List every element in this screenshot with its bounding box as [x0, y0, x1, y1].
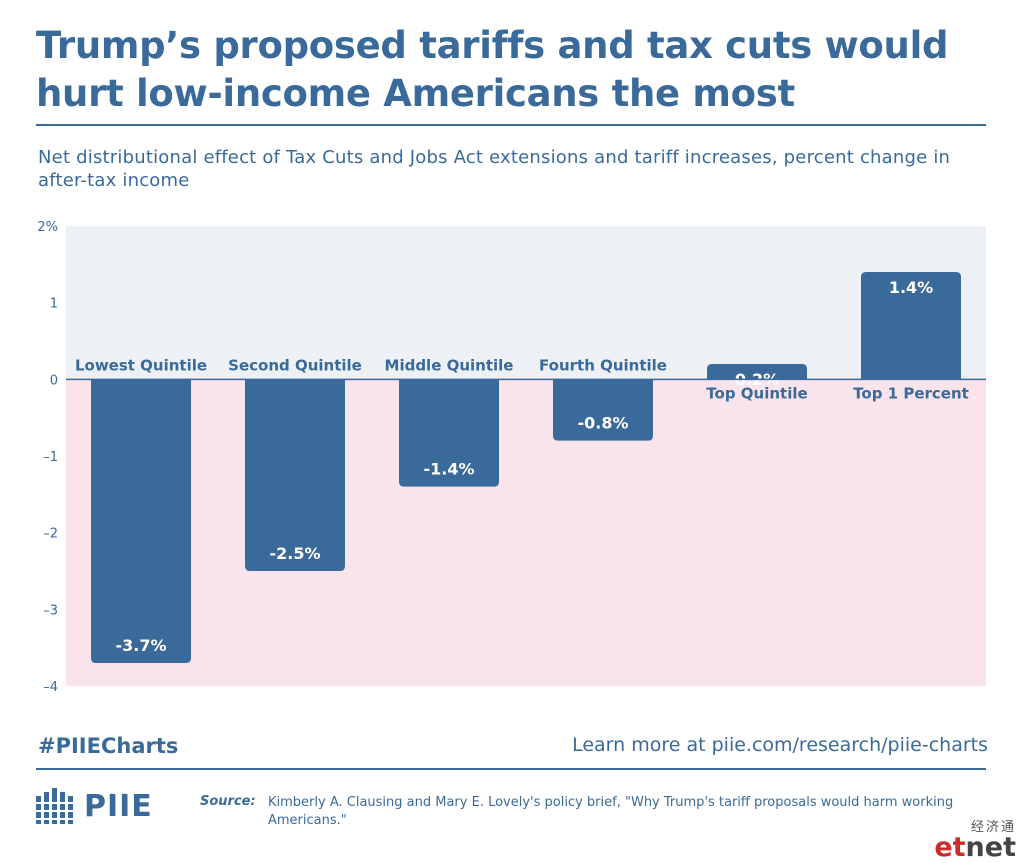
bar: [553, 379, 653, 441]
watermark-chinese: 经济通: [970, 820, 1016, 835]
category-label: Second Quintile: [228, 356, 362, 374]
bar-value-label: -2.5%: [269, 544, 320, 563]
bar: [707, 364, 807, 380]
watermark-brand-net: net: [965, 832, 1016, 863]
category-label: Middle Quintile: [385, 356, 514, 374]
negative-region: [66, 379, 986, 686]
hashtag-label: #PIIECharts: [38, 734, 179, 758]
etnet-watermark: 经济通 etnet: [934, 816, 1016, 861]
source-citation: Kimberly A. Clausing and Mary E. Lovely'…: [268, 795, 954, 828]
chart-title: Trump’s proposed tariffs and tax cuts wo…: [36, 24, 949, 115]
y-tick-label: –2: [43, 527, 58, 542]
piie-building-icon: [36, 788, 73, 824]
bar: [861, 272, 961, 380]
category-label: Fourth Quintile: [539, 356, 667, 374]
piie-logo: PIIE: [36, 788, 153, 824]
y-tick-label: –4: [43, 680, 58, 695]
chart-subtitle: Net distributional effect of Tax Cuts an…: [38, 147, 951, 191]
bar-value-label: -3.7%: [115, 636, 166, 655]
y-tick-label: 2%: [37, 220, 58, 235]
title-divider: [36, 124, 986, 126]
footer-divider: [36, 768, 986, 770]
source-label: Source:: [200, 794, 256, 809]
learn-more-link[interactable]: Learn more at piie.com/research/piie-cha…: [572, 734, 988, 756]
category-label: Top 1 Percent: [853, 384, 969, 402]
logo-wordmark: PIIE: [84, 788, 153, 824]
positive-region: [66, 226, 986, 380]
bar-value-label: -1.4%: [423, 460, 474, 479]
bar-value-label: -0.8%: [577, 414, 628, 433]
y-tick-label: 0: [50, 373, 58, 388]
category-label: Lowest Quintile: [75, 356, 207, 374]
bar: [245, 379, 345, 571]
bar: [91, 379, 191, 663]
bar-value-label: 1.4%: [889, 278, 933, 297]
y-tick-label: –1: [43, 450, 58, 465]
y-tick-label: 1: [50, 297, 58, 312]
bar-chart: 2% 1 0 –1 –2 –3 –4 -3.7% Lowest Quintile -2.5% Sec…: [37, 220, 986, 695]
y-tick-label: –3: [43, 603, 58, 618]
category-label: Top Quintile: [706, 384, 807, 402]
bar: [399, 379, 499, 487]
watermark-brand-et: et: [934, 832, 966, 863]
